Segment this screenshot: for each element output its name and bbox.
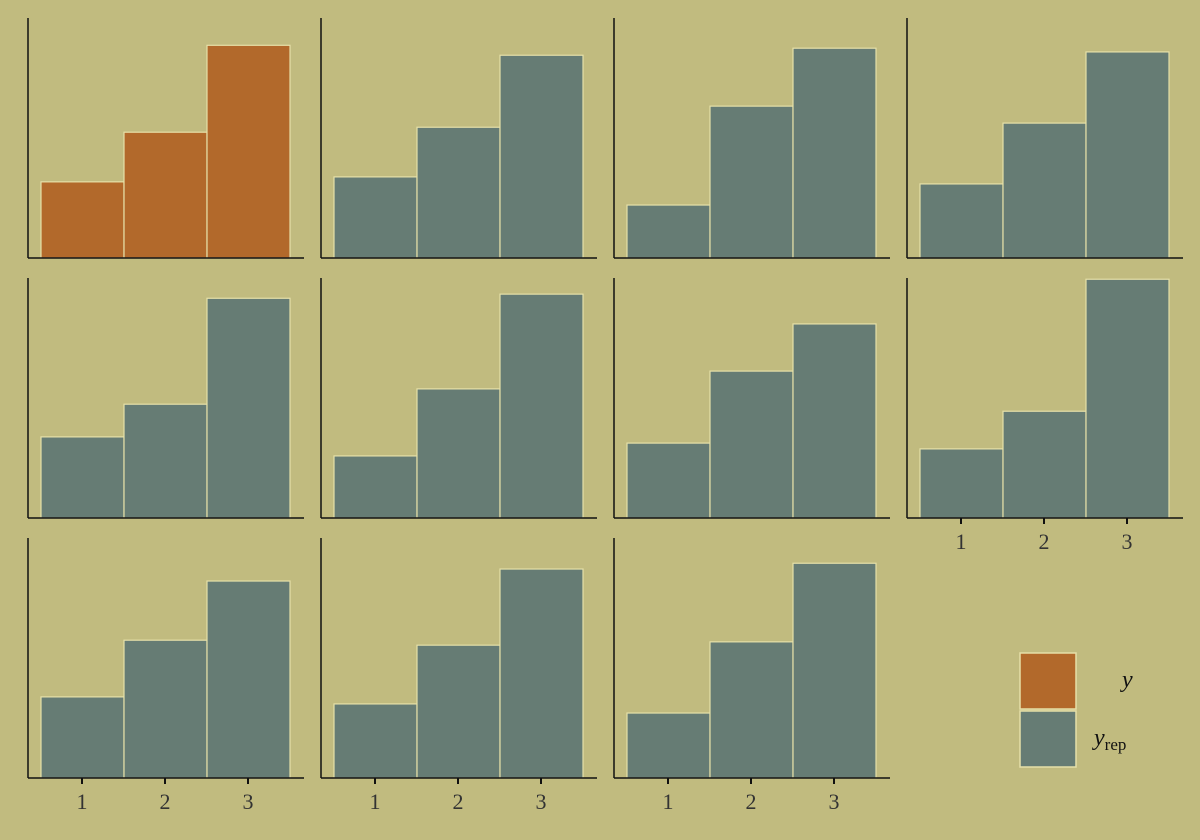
- x-tick-label: 1: [663, 789, 674, 814]
- facet-panel-5: [27, 278, 304, 519]
- bar-y_rep-3: [499, 54, 584, 259]
- x-tick-label: 2: [746, 789, 757, 814]
- bar-y_rep-1: [626, 442, 711, 519]
- facet-panel-6: [320, 278, 597, 519]
- facet-panel-1: [27, 18, 304, 259]
- x-tick-label: 2: [1039, 529, 1050, 554]
- bar-y-3: [206, 44, 291, 259]
- legend-label-subscript: rep: [1105, 735, 1127, 754]
- bar-y_rep-3: [206, 580, 291, 779]
- facet-panel-8: 1 2 3: [906, 278, 1183, 554]
- legend: y yrep: [1019, 652, 1133, 768]
- facet-panel-9: 1 2 3: [27, 538, 304, 814]
- bar-y_rep-2: [1002, 410, 1087, 519]
- facet-panel-3: [613, 18, 890, 259]
- bar-y_rep-2: [709, 641, 794, 779]
- legend-label-y_rep: yrep: [1092, 725, 1126, 754]
- x-tick-label: 3: [243, 789, 254, 814]
- x-tick-label: 3: [1122, 529, 1133, 554]
- x-tick-label: 3: [829, 789, 840, 814]
- facet-panel-11: 1 2 3: [613, 538, 890, 814]
- bar-y_rep-2: [1002, 122, 1087, 259]
- x-tick-label: 1: [956, 529, 967, 554]
- bar-y_rep-3: [206, 297, 291, 519]
- bar-y-1: [40, 181, 125, 259]
- bar-y-2: [123, 131, 208, 259]
- bar-y_rep-2: [709, 370, 794, 519]
- bar-y_rep-2: [416, 388, 501, 519]
- bar-y_rep-3: [499, 293, 584, 519]
- x-tick-label: 3: [536, 789, 547, 814]
- bar-y_rep-3: [792, 323, 877, 519]
- bar-y_rep-2: [123, 403, 208, 519]
- bar-y_rep-2: [709, 105, 794, 259]
- facet-panel-10: 1 2 3: [320, 538, 597, 814]
- bar-y_rep-2: [416, 644, 501, 779]
- bar-y_rep-3: [792, 47, 877, 259]
- bar-y_rep-1: [40, 436, 125, 519]
- facet-panel-2: [320, 18, 597, 259]
- x-tick-label: 2: [160, 789, 171, 814]
- bar-y_rep-1: [333, 703, 418, 779]
- bar-y_rep-3: [792, 562, 877, 779]
- x-tick-label: 1: [77, 789, 88, 814]
- bar-y_rep-1: [333, 455, 418, 519]
- x-tick-label: 1: [370, 789, 381, 814]
- bar-y_rep-1: [919, 448, 1004, 519]
- bar-y_rep-1: [626, 204, 711, 259]
- bar-y_rep-2: [123, 639, 208, 779]
- bar-y_rep-1: [919, 183, 1004, 259]
- bar-y_rep-1: [626, 712, 711, 779]
- bar-y_rep-3: [1085, 278, 1170, 519]
- legend-label-y: y: [1120, 667, 1133, 693]
- legend-swatch-y_rep: [1019, 710, 1077, 768]
- facet-panel-7: [613, 278, 890, 519]
- bar-y_rep-3: [499, 568, 584, 779]
- bar-y_rep-1: [333, 176, 418, 259]
- bar-y_rep-3: [1085, 51, 1170, 259]
- legend-swatch-y: [1019, 652, 1077, 710]
- x-tick-label: 2: [453, 789, 464, 814]
- facet-panel-4: [906, 18, 1183, 259]
- bar-y_rep-2: [416, 126, 501, 259]
- bar-y_rep-1: [40, 696, 125, 779]
